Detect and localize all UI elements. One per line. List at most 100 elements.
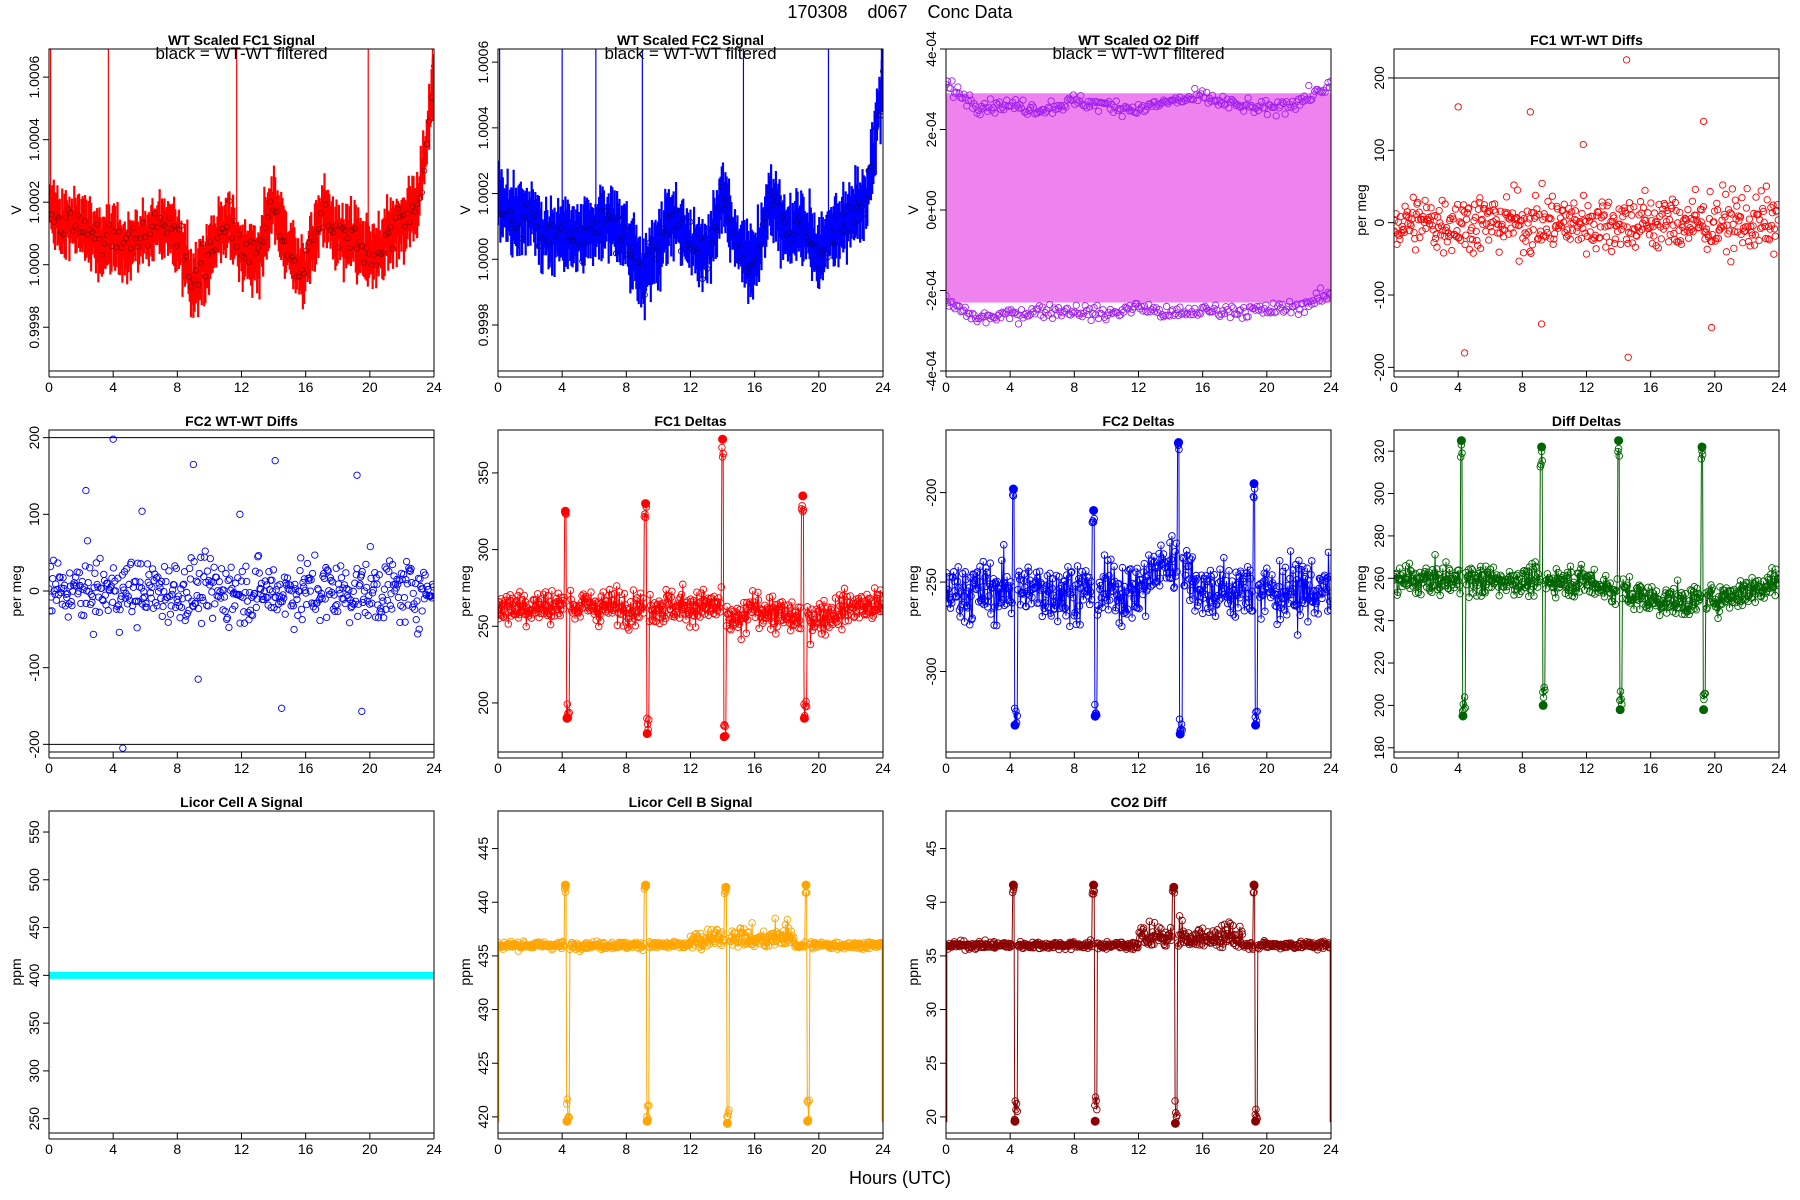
data-point [195,281,202,288]
data-point-lower [1006,314,1014,323]
data-point [143,560,152,568]
data-point [291,257,298,264]
data-point [1661,201,1669,210]
data-point [1035,599,1043,607]
data-point [630,614,638,623]
data-point [634,612,642,621]
data-point [1307,571,1315,579]
data-point [1745,215,1754,223]
data-point-outlier [1537,320,1546,328]
data-point [1662,221,1670,230]
data-point [194,578,202,586]
data-point [89,630,98,639]
data-point [1204,591,1213,600]
data-point [1129,586,1138,594]
data-point-lower [1004,306,1012,314]
data-point [1616,220,1624,228]
data-point [1565,212,1574,220]
data-point [550,222,557,229]
data-point [1205,608,1213,617]
data-point-outlier [1526,108,1535,116]
data-point [1603,202,1611,210]
data-point [404,210,411,217]
data-point [160,587,168,596]
data-point [1302,581,1310,589]
data-point [177,585,185,593]
data-point [1463,209,1471,217]
data-point [1117,596,1125,605]
data-point [248,611,257,620]
data-point [1663,603,1672,612]
data-point-lower [1115,312,1123,320]
data-point [164,618,172,626]
data-point [1068,588,1077,597]
y-tick-label: 300 [26,1059,42,1083]
data-point [276,580,284,589]
data-point [1697,218,1705,226]
figure-title: 170308 d067 Conc Data [787,2,1013,22]
data-point [1762,235,1770,243]
data-point [879,607,883,616]
data-point [429,583,434,591]
data-point [1156,574,1165,582]
data-point [1550,235,1558,243]
data-point [1644,209,1652,217]
x-tick-label: 20 [1707,760,1723,776]
data-point [1079,596,1088,604]
y-axis-label: V [457,205,473,215]
data-point [1648,588,1657,597]
data-point [1250,493,1258,502]
data-point [245,616,253,624]
data-point [1469,249,1477,257]
data-point [526,216,533,223]
data-point [131,577,140,585]
data-point [1196,586,1205,594]
data-point-lower [1308,300,1316,308]
y-tick-label: 350 [475,461,491,485]
data-point [1599,202,1607,210]
data-point [1446,214,1454,223]
data-point [619,622,627,630]
data-point-upper [995,98,1003,106]
data-point [1312,599,1320,608]
data-point [531,212,538,219]
data-point-outlier [1622,56,1631,64]
data-point [534,590,542,598]
data-point [543,608,551,616]
data-point [1282,610,1291,619]
data-point [1551,593,1560,602]
data-point [652,617,660,626]
event-point [1249,479,1259,489]
x-tick-label: 20 [1259,760,1275,776]
data-point [1630,605,1638,614]
data-point-lower [1272,308,1280,316]
data-point [1467,564,1475,573]
data-point [1510,591,1518,599]
data-point [428,580,434,588]
data-point [402,223,409,230]
data-point [1060,605,1068,613]
data-line [1394,444,1779,712]
data-point [1479,220,1487,228]
data-point [77,599,85,608]
data-point [1770,250,1778,258]
data-point [236,619,244,627]
data-point [1642,216,1650,225]
data-point [1538,457,1546,465]
data-point [1322,585,1331,594]
data-point [1442,224,1451,232]
data-point [1766,225,1774,233]
data-point [1665,215,1674,224]
data-point [418,189,425,196]
event-point [1699,705,1709,715]
data-point [629,607,637,615]
data-point-outlier [1454,103,1462,111]
data-point [1192,571,1200,580]
data-point [1714,614,1722,622]
data-point [92,559,101,567]
data-point [340,581,349,589]
data-point [622,604,631,613]
data-point [1588,212,1597,221]
data-point [1693,584,1701,593]
data-point [1669,221,1677,229]
